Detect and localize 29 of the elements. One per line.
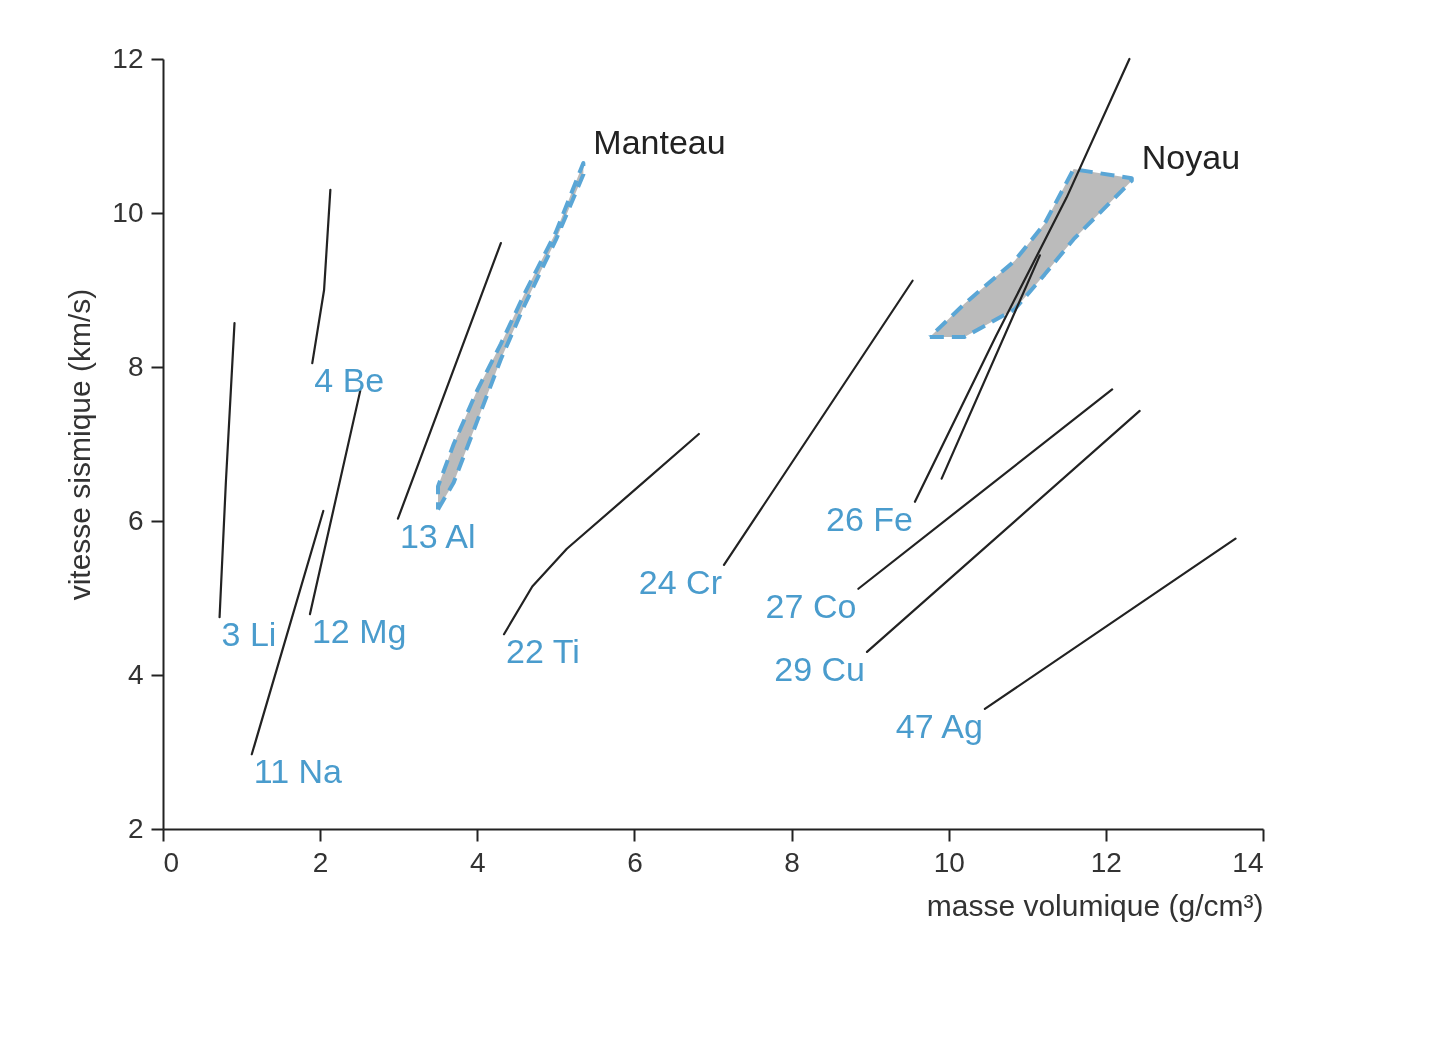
annotation: 4 Be: [314, 361, 385, 400]
x-tick-label: 12: [1090, 846, 1122, 878]
annotation: 27 Co: [765, 586, 857, 625]
x-tick-label: 0: [163, 846, 180, 878]
x-tick-label: 8: [784, 846, 800, 878]
x-tick-label: 4: [470, 846, 486, 878]
x-tick-label: 2: [312, 846, 329, 878]
annotation: Manteau: [593, 122, 726, 161]
y-tick-label: 8: [127, 350, 144, 382]
annotation: Noyau: [1141, 138, 1241, 177]
annotation: 12 Mg: [311, 612, 407, 651]
annotation: 29 Cu: [774, 649, 865, 688]
annotation: 26 Fe: [825, 499, 913, 538]
y-tick-label: 6: [127, 504, 144, 536]
y-tick-label: 12: [112, 42, 144, 74]
x-tick-label: 14: [1232, 846, 1264, 878]
annotation: 3 Li: [221, 615, 277, 654]
y-tick-label: 2: [127, 812, 144, 844]
annotation: 24 Cr: [638, 562, 722, 601]
annotation: 13 Al: [399, 516, 476, 555]
x-tick-label: 6: [627, 846, 643, 878]
x-tick-label: 10: [933, 846, 965, 878]
x-axis-title: masse volumique (g/cm³): [926, 888, 1264, 922]
annotation: 22 Ti: [506, 632, 580, 671]
annotation: 11 Na: [253, 752, 343, 791]
y-axis-title: vitesse sismique (km/s): [63, 288, 97, 601]
y-tick-label: 4: [127, 658, 144, 690]
y-tick-label: 10: [112, 196, 144, 228]
annotation: 47 Ag: [895, 706, 983, 745]
